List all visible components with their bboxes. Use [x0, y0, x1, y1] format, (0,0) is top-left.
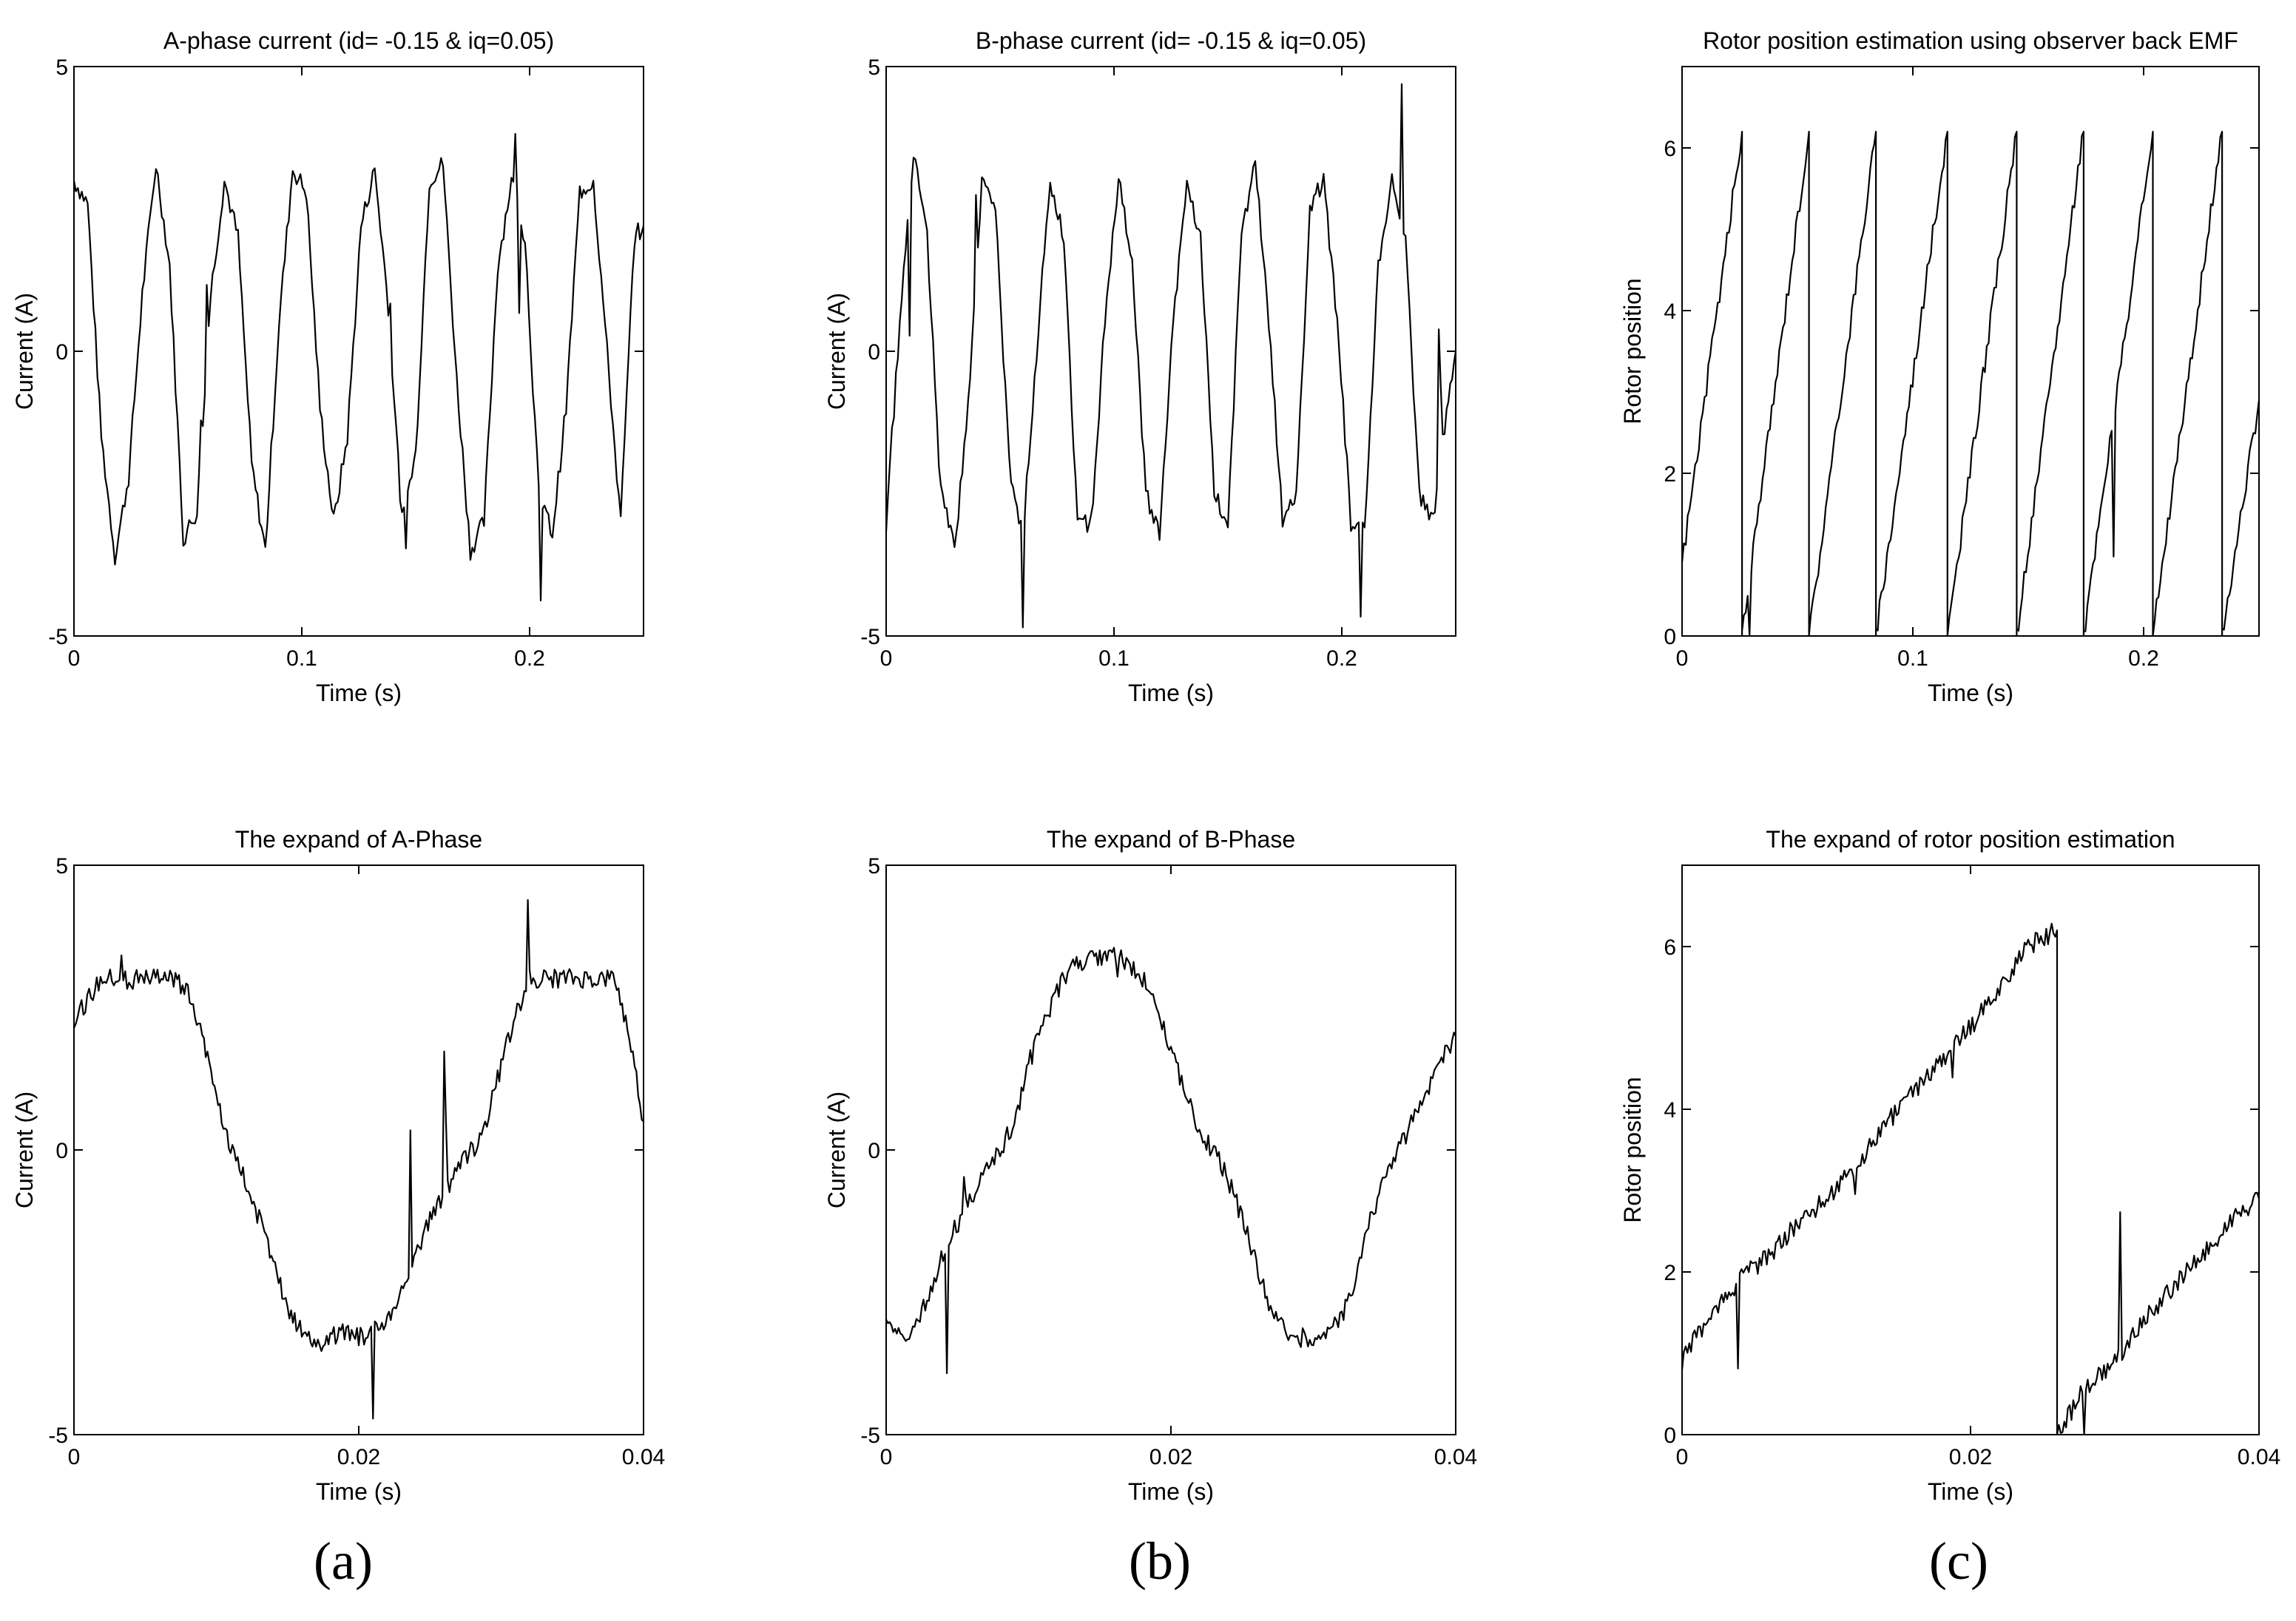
plot-frame	[73, 864, 644, 1435]
y-tick-label: -5	[860, 625, 880, 649]
series-line-1	[72, 132, 645, 602]
plot-frame	[1681, 66, 2260, 637]
chart-4: The expand of A-Phase Time (s) Current (A)…	[11, 826, 665, 1505]
x-tick-label: 0	[68, 646, 81, 671]
x-axis-label: Time (s)	[316, 1478, 402, 1505]
x-tick-label: 0.2	[1326, 646, 1357, 671]
y-tick-label: -5	[48, 625, 68, 649]
panel-label-a: (a)	[314, 1532, 373, 1591]
y-tick-label: 6	[1664, 935, 1676, 960]
series-line-1	[72, 899, 644, 1420]
x-tick-label: 0.2	[2128, 646, 2159, 671]
chart-3: Rotor position estimation using observer…	[1619, 27, 2260, 706]
x-tick-label: 0.2	[514, 646, 545, 671]
x-tick-label: 0.1	[1897, 646, 1928, 671]
chart-title: Rotor position estimation using observer…	[1703, 27, 2238, 54]
y-tick-label: 2	[1664, 462, 1676, 487]
chart-title: The expand of B-Phase	[1047, 826, 1295, 853]
y-tick-label: 0	[1664, 625, 1676, 649]
y-tick-label: 0	[55, 340, 68, 365]
y-axis-label: Rotor position	[1619, 1077, 1646, 1222]
y-axis-label: Current (A)	[823, 1092, 850, 1208]
y-tick-label: 0	[868, 1139, 880, 1163]
x-tick-label: 0	[68, 1445, 81, 1469]
panel-label-c: (c)	[1929, 1532, 1988, 1591]
y-tick-label: 5	[55, 854, 68, 879]
x-tick-label: 0.02	[1149, 1445, 1192, 1469]
chart-title: B-phase current (id= -0.15 & iq=0.05)	[976, 27, 1366, 54]
y-tick-label: 4	[1664, 1098, 1676, 1123]
y-tick-label: -5	[860, 1424, 880, 1448]
chart-title: The expand of A-Phase	[235, 826, 482, 853]
y-axis-label: Current (A)	[823, 293, 850, 410]
x-tick-label: 0	[1676, 1445, 1689, 1469]
chart-2: B-phase current (id= -0.15 & iq=0.05) Tim…	[823, 27, 1457, 706]
x-axis-label: Time (s)	[1128, 680, 1214, 706]
panel-label-b: (b)	[1129, 1532, 1191, 1591]
x-tick-label: 0	[1676, 646, 1689, 671]
x-tick-label: 0.04	[622, 1445, 665, 1469]
y-axis-label: Current (A)	[11, 1092, 38, 1208]
y-tick-label: -5	[48, 1424, 68, 1448]
x-tick-label: 0.04	[2238, 1445, 2280, 1469]
x-axis-label: Time (s)	[1928, 680, 2013, 706]
y-tick-label: 0	[868, 340, 880, 365]
x-tick-label: 0.04	[1434, 1445, 1477, 1469]
x-tick-label: 0.02	[1949, 1445, 1992, 1469]
y-tick-label: 2	[1664, 1261, 1676, 1285]
series-line-1	[885, 947, 1456, 1375]
y-tick-label: 6	[1664, 137, 1676, 161]
x-axis-label: Time (s)	[1928, 1478, 2013, 1505]
y-tick-label: 4	[1664, 300, 1676, 324]
y-tick-label: 5	[868, 854, 880, 879]
chart-title: The expand of rotor position estimation	[1766, 826, 2175, 853]
series-line-1	[885, 83, 1457, 629]
x-tick-label: 0.1	[1098, 646, 1130, 671]
y-axis-label: Rotor position	[1619, 278, 1646, 424]
y-tick-label: 5	[55, 55, 68, 80]
plot-frame	[1681, 864, 2260, 1435]
series-line-1	[1681, 922, 2260, 1436]
x-tick-label: 0	[880, 1445, 893, 1469]
x-axis-label: Time (s)	[1128, 1478, 1214, 1505]
plot-frame	[885, 864, 1456, 1435]
y-tick-label: 5	[868, 55, 880, 80]
chart-6: The expand of rotor position estimation T…	[1619, 826, 2280, 1505]
y-tick-label: 0	[1664, 1424, 1676, 1448]
chart-5: The expand of B-Phase Time (s) Current (A)…	[823, 826, 1477, 1505]
x-tick-label: 0	[880, 646, 893, 671]
x-tick-label: 0.02	[337, 1445, 380, 1469]
chart-1: A-phase current (id= -0.15 & iq=0.05) Tim…	[11, 27, 645, 706]
y-tick-label: 0	[55, 1139, 68, 1163]
plot-frame	[73, 66, 644, 637]
x-axis-label: Time (s)	[316, 680, 402, 706]
x-tick-label: 0.1	[286, 646, 317, 671]
chart-title: A-phase current (id= -0.15 & iq=0.05)	[163, 27, 554, 54]
y-axis-label: Current (A)	[11, 293, 38, 410]
series-line-1	[1681, 130, 2260, 637]
